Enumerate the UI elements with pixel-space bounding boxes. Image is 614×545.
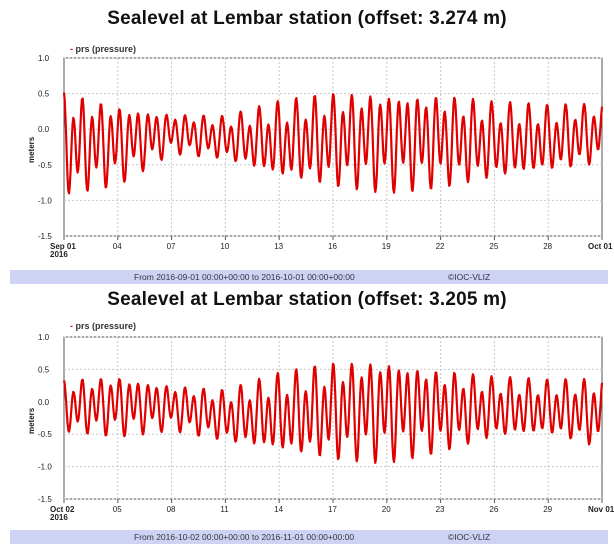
x-tick-sublabel: 2016 [50,250,68,259]
x-tick-label: 23 [436,505,445,514]
x-tick-label: 14 [274,505,283,514]
x-tick-label: Oct 02 [50,505,75,514]
y-tick-label: -1.5 [38,495,52,504]
y-tick-label: -1.0 [38,196,52,205]
y-tick-label: 0.5 [38,90,50,99]
brand-credit: ©IOC-VLIZ [448,272,491,282]
x-tick-label: 16 [328,242,337,251]
x-tick-label: 10 [220,242,229,251]
chart-panel-2: Sealevel at Lembar station (offset: 3.20… [0,285,614,545]
y-axis-label: meters [27,136,36,163]
x-tick-label: 26 [489,505,498,514]
legend-swatch: - [70,44,73,54]
x-tick-label: 25 [489,242,498,251]
y-tick-label: -1.5 [38,232,52,241]
series-line-prs [62,362,604,464]
y-tick-label: -0.5 [38,161,52,170]
chart-title: Sealevel at Lembar station (offset: 3.20… [107,289,507,310]
series-line-prs [62,92,604,195]
x-tick-label: 28 [543,242,552,251]
chart-title: Sealevel at Lembar station (offset: 3.27… [107,8,507,29]
date-range-text: From 2016-10-02 00:00+00:00 to 2016-11-0… [134,532,355,542]
y-axis-label: meters [27,407,36,434]
x-tick-label: 19 [382,242,391,251]
x-tick-label: 29 [543,505,552,514]
chart-legend: - prs (pressure) [70,321,136,331]
x-tick-label: 11 [220,505,229,514]
y-tick-label: -1.0 [38,463,52,472]
x-tick-sublabel: 2016 [50,513,68,522]
x-tick-label: Sep 01 [50,242,76,251]
y-tick-label: 0.0 [38,125,50,134]
x-tick-label: 07 [167,242,176,251]
legend-label: prs (pressure) [75,44,137,54]
x-tick-label: 22 [436,242,445,251]
x-tick-label: 17 [328,505,337,514]
y-tick-label: 0.5 [38,365,50,374]
brand-credit: ©IOC-VLIZ [448,532,491,542]
x-tick-label: Oct 01 [588,242,613,251]
date-range-text: From 2016-09-01 00:00+00:00 to 2016-10-0… [134,272,355,282]
x-tick-label: 13 [274,242,283,251]
legend-label: prs (pressure) [75,321,137,331]
x-tick-label: Nov 01 [588,505,614,514]
y-tick-label: 0.0 [38,398,50,407]
y-tick-label: 1.0 [38,54,50,63]
y-tick-label: 1.0 [38,333,50,342]
legend-swatch: - [70,321,73,331]
chart-footer: From 2016-09-01 00:00+00:00 to 2016-10-0… [10,270,608,284]
x-tick-label: 05 [113,505,122,514]
chart-footer: From 2016-10-02 00:00+00:00 to 2016-11-0… [10,530,608,544]
x-tick-label: 08 [167,505,176,514]
x-tick-label: 20 [382,505,391,514]
chart-panel-1: Sealevel at Lembar station (offset: 3.27… [10,8,613,284]
chart-legend: - prs (pressure) [70,44,136,54]
x-tick-label: 04 [113,242,122,251]
y-tick-label: -0.5 [38,430,52,439]
